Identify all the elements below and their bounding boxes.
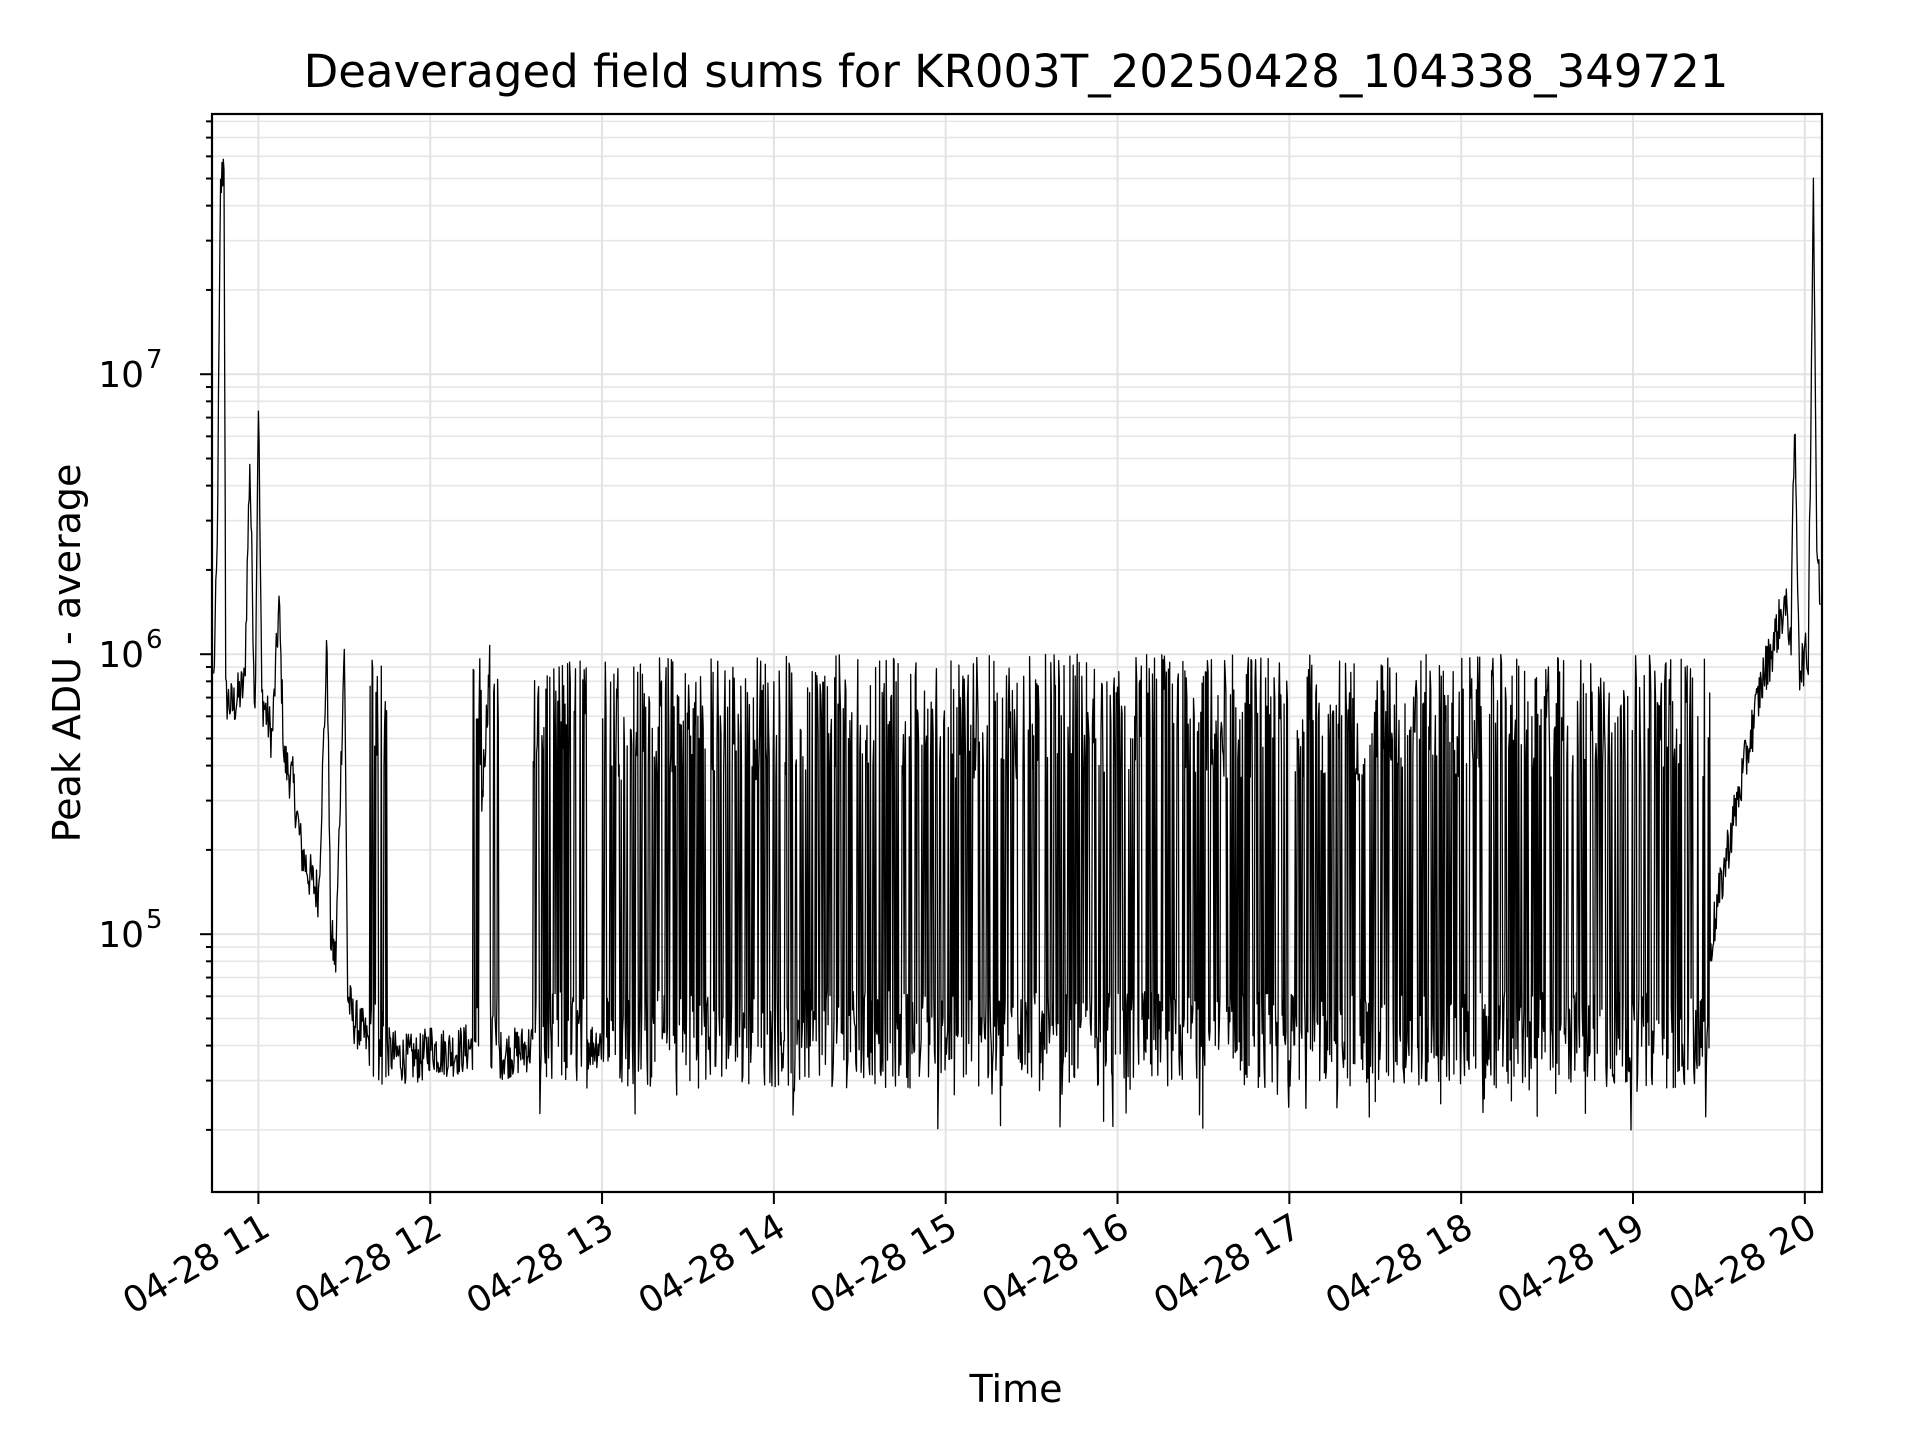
x-tick-label: 04-28 12 (288, 1206, 449, 1322)
x-axis-label: Time (969, 1367, 1063, 1411)
x-tick-label: 04-28 15 (804, 1206, 965, 1322)
series-line (213, 158, 1821, 1131)
y-tick-exponent: 5 (146, 905, 163, 935)
y-tick-label: 10 (98, 635, 144, 676)
x-tick-label: 04-28 17 (1147, 1206, 1308, 1322)
y-tick-exponent: 6 (146, 625, 163, 655)
series-layer (213, 158, 1821, 1131)
plot-frame (210, 112, 1824, 1194)
grid-layer (212, 114, 1822, 1192)
x-tick-label: 04-28 13 (460, 1206, 621, 1322)
x-tick-label: 04-28 14 (632, 1206, 793, 1322)
y-axis-label: Peak ADU - average (45, 464, 89, 843)
chart-title: Deaveraged field sums for KR003T_2025042… (304, 45, 1729, 98)
x-tick-label: 04-28 18 (1319, 1206, 1480, 1322)
x-tick-label: 04-28 19 (1491, 1206, 1652, 1322)
y-tick-exponent: 7 (146, 345, 163, 375)
y-tick-label: 10 (98, 915, 144, 956)
x-tick-label: 04-28 16 (975, 1206, 1136, 1322)
x-tick-label: 04-28 11 (116, 1206, 277, 1322)
x-tick-label: 04-28 20 (1663, 1206, 1824, 1322)
y-tick-label: 10 (98, 355, 144, 396)
